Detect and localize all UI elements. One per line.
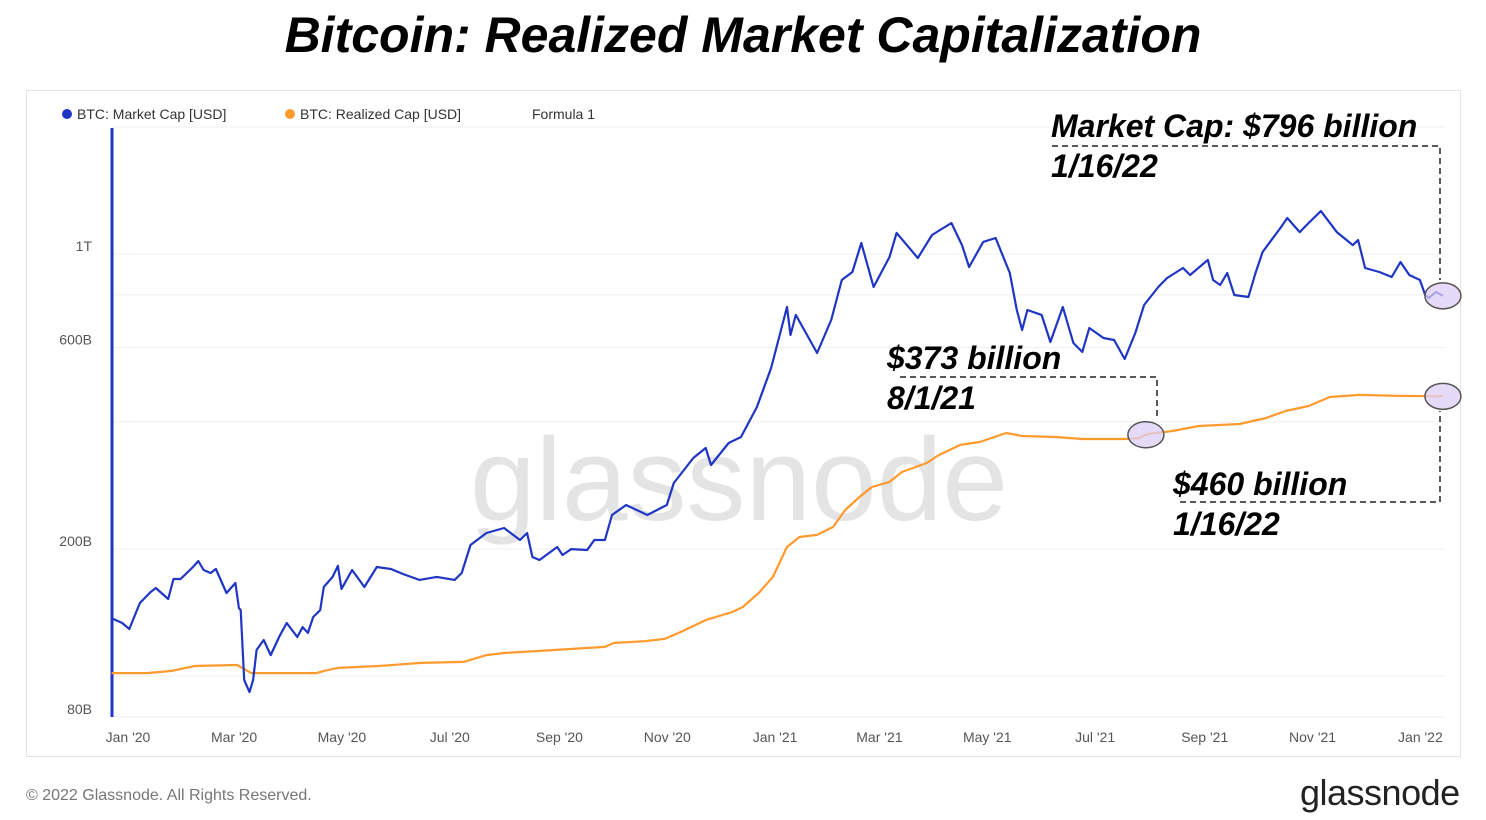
- watermark: glassnode: [470, 414, 1008, 546]
- highlight-circle: [1424, 382, 1462, 411]
- legend-label-realized-cap: BTC: Realized Cap [USD]: [300, 106, 461, 122]
- legend-item-formula[interactable]: Formula 1: [532, 106, 595, 122]
- x-tick-label: Jan '22: [1398, 729, 1443, 745]
- copyright-footer: © 2022 Glassnode. All Rights Reserved.: [26, 787, 312, 804]
- legend-label-formula: Formula 1: [532, 106, 595, 122]
- y-tick-label: 200B: [59, 533, 92, 549]
- market-cap-line: [111, 210, 1444, 694]
- x-tick-label: May '20: [318, 729, 367, 745]
- x-axis: Jan '20 Mar '20 May '20 Jul '20 Sep '20 Nov '…: [106, 729, 1443, 745]
- x-tick-label: Sep '20: [536, 729, 583, 745]
- annotation-market-cap-value: Market Cap: $796 billion: [1051, 108, 1417, 144]
- y-tick-label: 1T: [76, 238, 93, 254]
- x-tick-label: Nov '21: [1289, 729, 1336, 745]
- legend-label-market-cap: BTC: Market Cap [USD]: [77, 106, 226, 122]
- chart-panel: [26, 90, 1461, 757]
- x-tick-label: Jan '20: [106, 729, 151, 745]
- x-tick-label: Sep '21: [1181, 729, 1228, 745]
- y-tick-label: 80B: [67, 701, 92, 717]
- legend-item-market-cap[interactable]: BTC: Market Cap [USD]: [62, 106, 226, 122]
- annotation-market-cap-date: 1/16/22: [1051, 148, 1158, 184]
- y-tick-label: 600B: [59, 332, 92, 348]
- annotation-realized-jan-value: $460 billion: [1172, 466, 1347, 502]
- x-tick-label: Jul '21: [1075, 729, 1115, 745]
- realized-jan-leader-line: [1180, 411, 1441, 503]
- annotation-realized-aug-value: $373 billion: [886, 340, 1061, 376]
- legend-item-realized-cap[interactable]: BTC: Realized Cap [USD]: [285, 106, 461, 122]
- y-axis: 80B 200B 600B 1T: [59, 238, 92, 717]
- glassnode-logo: glassnode: [1300, 772, 1460, 813]
- x-tick-label: Jul '20: [430, 729, 470, 745]
- highlight-circle: [1424, 282, 1462, 310]
- gridlines: [112, 126, 1445, 718]
- x-tick-label: Jan '21: [753, 729, 798, 745]
- x-tick-label: May '21: [963, 729, 1012, 745]
- legend-dot-market-cap: [62, 109, 72, 119]
- x-tick-label: Mar '21: [856, 729, 902, 745]
- x-tick-label: Nov '20: [644, 729, 691, 745]
- highlight-circle: [1127, 420, 1165, 449]
- realized-aug-leader-line: [900, 376, 1158, 420]
- annotation-realized-aug-date: 8/1/21: [887, 380, 976, 416]
- x-tick-label: Mar '20: [211, 729, 257, 745]
- legend: BTC: Market Cap [USD] BTC: Realized Cap …: [62, 106, 595, 122]
- chart-title: Bitcoin: Realized Market Capitalization: [284, 7, 1202, 63]
- highlight-circles: [1127, 282, 1462, 449]
- annotation-realized-jan-date: 1/16/22: [1173, 506, 1280, 542]
- legend-dot-realized-cap: [285, 109, 295, 119]
